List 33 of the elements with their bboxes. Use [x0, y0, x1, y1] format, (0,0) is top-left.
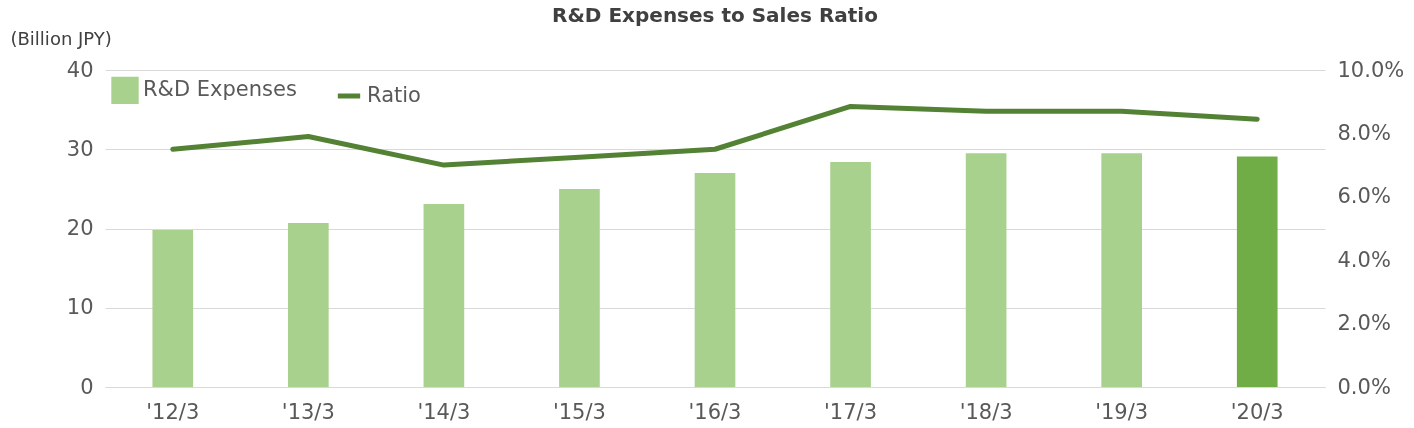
legend-label: Ratio — [367, 83, 421, 107]
y-tick-label: 10 — [66, 295, 94, 320]
chart-title: R&D Expenses to Sales Ratio — [552, 3, 878, 27]
bar — [559, 188, 600, 387]
y2-tick-label: 6.0% — [1337, 184, 1391, 209]
y-axis-title: (Billion JPY) — [10, 27, 112, 49]
bar — [1236, 156, 1278, 387]
x-tick-label: '12/3 — [146, 399, 200, 424]
y-tick-label: 30 — [66, 136, 94, 161]
x-tick-label: '15/3 — [552, 399, 606, 424]
y-tick-label: 40 — [66, 57, 94, 82]
x-tick-label: '20/3 — [1230, 399, 1284, 424]
x-tick-label: '17/3 — [824, 399, 878, 424]
x-tick-label: '16/3 — [688, 399, 742, 424]
bar — [423, 203, 465, 387]
y2-tick-label: 4.0% — [1337, 247, 1391, 272]
y2-tick-label: 2.0% — [1337, 311, 1391, 336]
bar — [694, 173, 736, 387]
y-tick-label: 20 — [66, 216, 94, 240]
bar — [288, 222, 329, 387]
y2-tick-label: 10.0% — [1337, 57, 1405, 82]
y2-tick-label: 0.0% — [1337, 374, 1391, 399]
x-tick-label: '18/3 — [959, 399, 1013, 424]
y2-tick-label: 8.0% — [1337, 120, 1391, 145]
x-tick-label: '13/3 — [281, 399, 335, 424]
x-tick-label: '19/3 — [1095, 399, 1149, 424]
bar — [152, 230, 194, 387]
y-tick-label: 0 — [80, 374, 94, 399]
bar — [830, 161, 871, 387]
bar — [1101, 153, 1142, 387]
x-tick-label: '14/3 — [417, 399, 471, 424]
bar — [965, 153, 1007, 387]
legend-label: R&D Expenses — [143, 77, 297, 102]
